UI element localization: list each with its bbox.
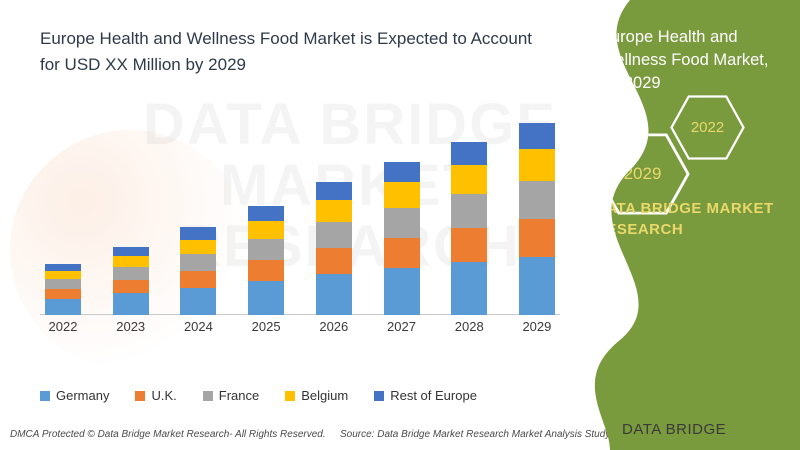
segment-belgium-2023[interactable] <box>113 256 149 267</box>
bar-group-2025[interactable] <box>248 181 284 315</box>
chart-title: Europe Health and Wellness Food Market i… <box>40 26 540 77</box>
segment-france-2022[interactable] <box>45 279 81 289</box>
segment-restofeurope-2026[interactable] <box>316 182 352 200</box>
segment-germany-2023[interactable] <box>113 293 149 315</box>
segment-germany-2022[interactable] <box>45 299 81 315</box>
legend-label-restofeurope: Rest of Europe <box>390 388 477 403</box>
bar-group-2028[interactable] <box>451 109 487 315</box>
segment-uk-2024[interactable] <box>180 271 216 288</box>
bars-row <box>40 105 560 315</box>
hexagon-2022: 2022 <box>670 95 745 160</box>
segment-france-2029[interactable] <box>519 181 555 219</box>
source-footer-text: Source: Data Bridge Market Research Mark… <box>340 429 635 440</box>
segment-belgium-2024[interactable] <box>180 240 216 254</box>
legend-item-france[interactable]: France <box>203 388 259 403</box>
segment-belgium-2026[interactable] <box>316 200 352 222</box>
bar-group-2022[interactable] <box>45 249 81 315</box>
segment-restofeurope-2027[interactable] <box>384 162 420 182</box>
segment-france-2025[interactable] <box>248 239 284 260</box>
segment-france-2027[interactable] <box>384 208 420 238</box>
segment-germany-2025[interactable] <box>248 281 284 315</box>
year-label-2022: 2022 <box>45 319 81 345</box>
hexagon-label-2022: 2022 <box>691 119 724 136</box>
segment-uk-2029[interactable] <box>519 219 555 257</box>
segment-uk-2028[interactable] <box>451 228 487 262</box>
segment-germany-2028[interactable] <box>451 262 487 315</box>
data-bridge-text: DATA BRIDGE <box>622 421 726 438</box>
legend-label-germany: Germany <box>56 388 109 403</box>
legend-item-uk[interactable]: U.K. <box>135 388 176 403</box>
bar-group-2024[interactable] <box>180 205 216 315</box>
segment-uk-2022[interactable] <box>45 289 81 299</box>
bar-chart: 2022 2023 2024 2025 2026 2027 2028 2029 <box>40 95 560 345</box>
segment-restofeurope-2022[interactable] <box>45 264 81 271</box>
segment-belgium-2025[interactable] <box>248 221 284 239</box>
segment-france-2024[interactable] <box>180 254 216 271</box>
data-bridge-logo[interactable]: DATA BRIDGE <box>590 416 726 442</box>
year-label-2025: 2025 <box>248 319 284 345</box>
slide-root: DATA BRIDGE MARKET RESEARCH Europe Healt… <box>0 0 800 450</box>
segment-belgium-2027[interactable] <box>384 182 420 208</box>
segment-belgium-2029[interactable] <box>519 149 555 181</box>
legend-swatch-uk <box>135 391 145 401</box>
legend-label-france: France <box>219 388 259 403</box>
bar-group-2027[interactable] <box>384 129 420 315</box>
segment-restofeurope-2023[interactable] <box>113 247 149 256</box>
legend-swatch-belgium <box>285 391 295 401</box>
segment-germany-2026[interactable] <box>316 274 352 315</box>
segment-germany-2024[interactable] <box>180 288 216 315</box>
segment-uk-2026[interactable] <box>316 248 352 274</box>
legend-item-restofeurope[interactable]: Rest of Europe <box>374 388 477 403</box>
year-label-2023: 2023 <box>113 319 149 345</box>
segment-france-2023[interactable] <box>113 267 149 280</box>
segment-restofeurope-2025[interactable] <box>248 206 284 221</box>
segment-uk-2023[interactable] <box>113 280 149 293</box>
year-label-2028: 2028 <box>451 319 487 345</box>
segment-france-2026[interactable] <box>316 222 352 248</box>
segment-germany-2027[interactable] <box>384 268 420 315</box>
year-label-2026: 2026 <box>316 319 352 345</box>
segment-germany-2029[interactable] <box>519 257 555 315</box>
legend-swatch-france <box>203 391 213 401</box>
dmca-footer-text: DMCA Protected © Data Bridge Market Rese… <box>10 429 326 440</box>
legend-label-belgium: Belgium <box>301 388 348 403</box>
legend-swatch-restofeurope <box>374 391 384 401</box>
segment-france-2028[interactable] <box>451 194 487 228</box>
legend-item-germany[interactable]: Germany <box>40 388 109 403</box>
segment-restofeurope-2028[interactable] <box>451 142 487 165</box>
segment-belgium-2028[interactable] <box>451 165 487 194</box>
year-label-2024: 2024 <box>180 319 216 345</box>
legend-item-belgium[interactable]: Belgium <box>285 388 348 403</box>
year-label-2027: 2027 <box>384 319 420 345</box>
segment-uk-2027[interactable] <box>384 238 420 268</box>
year-axis-labels: 2022 2023 2024 2025 2026 2027 2028 2029 <box>40 319 560 345</box>
legend-swatch-germany <box>40 391 50 401</box>
segment-belgium-2022[interactable] <box>45 271 81 279</box>
bar-group-2026[interactable] <box>316 153 352 315</box>
bar-group-2029[interactable] <box>519 89 555 315</box>
year-label-2029: 2029 <box>519 319 555 345</box>
segment-restofeurope-2029[interactable] <box>519 123 555 149</box>
legend-label-uk: U.K. <box>151 388 176 403</box>
chart-legend: Germany U.K. France Belgium Rest of Euro… <box>40 388 560 403</box>
segment-restofeurope-2024[interactable] <box>180 227 216 240</box>
brand-text: DATA BRIDGE MARKET RESEARCH <box>595 198 780 240</box>
bar-group-2023[interactable] <box>113 227 149 315</box>
segment-uk-2025[interactable] <box>248 260 284 281</box>
